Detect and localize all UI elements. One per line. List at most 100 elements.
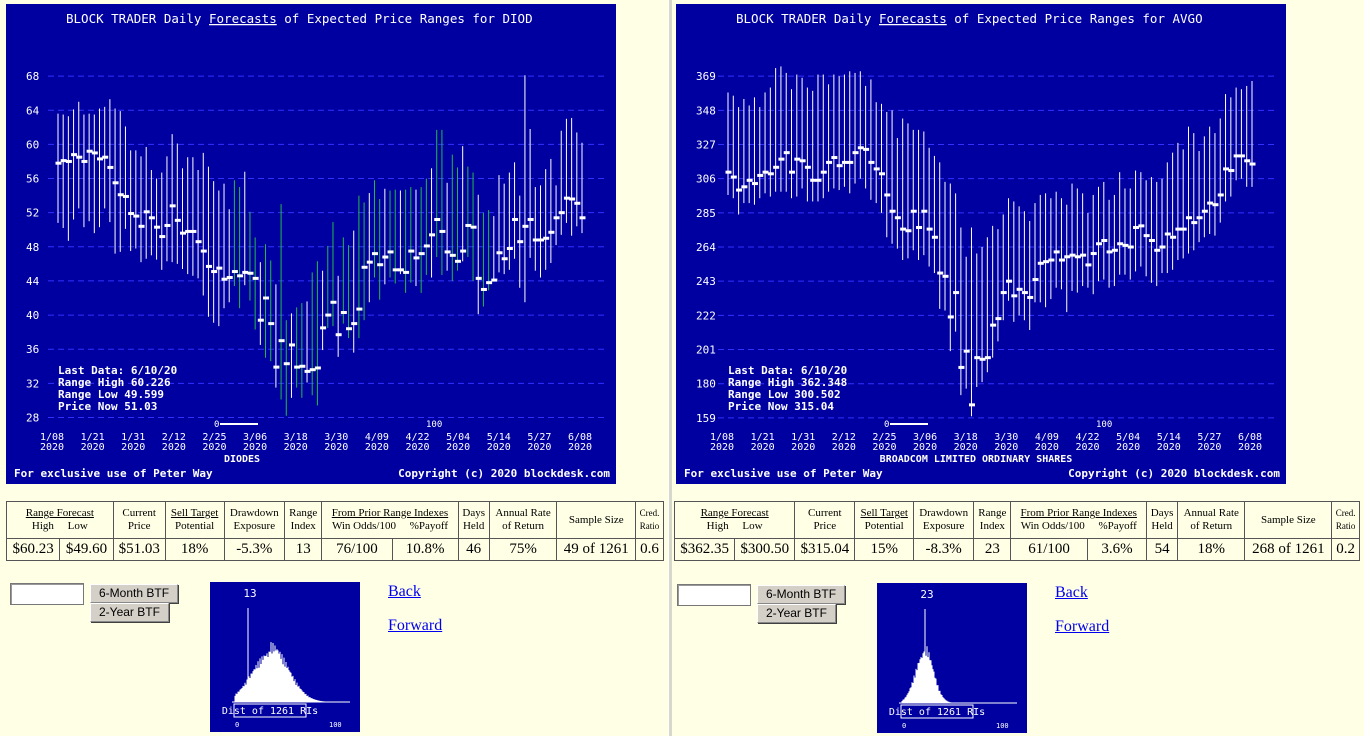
x-tick-label: 4/22 <box>405 432 429 443</box>
price-marker <box>762 170 769 174</box>
info-line: Range Low 49.599 <box>58 388 164 401</box>
cred-ratio-value: 0.6 <box>635 538 664 561</box>
x-tick-label: 3/18 <box>284 432 308 443</box>
company-name: DIODES <box>224 454 260 465</box>
range-index-value: 23 <box>973 538 1012 561</box>
range-index-value: 13 <box>284 538 323 561</box>
price-marker <box>1080 253 1087 257</box>
histogram-axis-min: 0 <box>235 721 239 729</box>
price-marker <box>1016 287 1023 291</box>
price-marker <box>990 323 997 327</box>
price-marker <box>346 327 353 331</box>
price-marker <box>263 296 270 300</box>
x-year-label: 2020 <box>1238 442 1262 453</box>
price-marker <box>65 159 72 163</box>
price-marker <box>974 356 981 360</box>
range-high-value: $362.35 <box>673 538 736 561</box>
price-marker <box>1180 227 1187 231</box>
price-marker <box>1228 169 1235 173</box>
stats-table-avgo: Range Forecast High Low Current Price Sell… <box>673 501 1360 561</box>
price-marker <box>133 214 140 218</box>
x-tick-label: 5/14 <box>1157 432 1181 443</box>
current-price-value: $315.04 <box>794 538 856 561</box>
price-marker <box>1027 295 1034 299</box>
price-marker <box>97 157 104 161</box>
price-marker <box>1223 167 1230 171</box>
drawdown-header: Drawdown Exposure <box>223 501 286 539</box>
forecasts-link[interactable]: Forecasts <box>209 11 277 26</box>
days-held-header: Days Held <box>457 501 490 539</box>
two-year-btf-button[interactable]: 2-Year BTF <box>757 604 836 623</box>
price-marker <box>905 229 912 233</box>
x-tick-label: 1/21 <box>751 432 775 443</box>
price-marker <box>86 149 93 153</box>
six-month-btf-button[interactable]: 6-Month BTF <box>757 585 846 604</box>
histogram-caption-box <box>900 704 974 719</box>
ticker-input[interactable] <box>10 583 84 605</box>
x-year-label: 2020 <box>1075 442 1099 453</box>
price-marker <box>900 227 907 231</box>
x-year-label: 2020 <box>568 442 592 453</box>
x-year-label: 2020 <box>1157 442 1181 453</box>
price-marker <box>1164 232 1171 236</box>
forward-link[interactable]: Forward <box>388 617 443 634</box>
price-marker <box>537 238 544 242</box>
price-marker <box>237 274 244 278</box>
price-marker <box>741 185 748 189</box>
price-marker <box>278 339 285 343</box>
histogram-axis-min: 0 <box>902 722 906 730</box>
price-marker <box>522 224 529 228</box>
back-link[interactable]: Back <box>1055 584 1088 601</box>
x-year-label: 2020 <box>1035 442 1059 453</box>
price-marker <box>408 249 415 253</box>
price-marker <box>836 164 843 168</box>
two-year-btf-button[interactable]: 2-Year BTF <box>90 603 169 622</box>
price-marker <box>314 366 321 370</box>
price-marker <box>1148 239 1155 243</box>
forecasts-link[interactable]: Forecasts <box>879 11 947 26</box>
y-tick-label: 159 <box>696 412 716 425</box>
x-year-label: 2020 <box>40 442 64 453</box>
ticker-input[interactable] <box>677 584 751 606</box>
drawdown-value: -8.3% <box>912 538 975 561</box>
price-marker <box>810 178 817 182</box>
price-marker <box>247 271 254 275</box>
histogram-axis-max: 100 <box>329 721 342 729</box>
info-line: Last Data: 6/10/20 <box>728 364 847 377</box>
company-name: BROADCOM LIMITED ORDINARY SHARES <box>880 454 1073 465</box>
y-tick-label: 68 <box>26 70 39 83</box>
price-marker <box>496 251 503 255</box>
price-marker <box>532 238 539 242</box>
x-tick-label: 6/08 <box>568 432 592 443</box>
y-tick-label: 60 <box>26 138 39 151</box>
sell-target-header: Sell Target Potential <box>854 501 914 539</box>
price-marker <box>852 151 859 155</box>
six-month-btf-button[interactable]: 6-Month BTF <box>90 584 179 603</box>
price-marker <box>751 182 758 186</box>
price-marker <box>804 165 811 169</box>
footer-right: Copyright (c) 2020 blockdesk.com <box>398 467 610 480</box>
back-link[interactable]: Back <box>388 583 421 600</box>
y-tick-label: 306 <box>696 173 716 186</box>
prior-range-header: From Prior Range Indexes Win Odds/100 %Pa… <box>1010 501 1148 539</box>
price-marker <box>299 364 306 368</box>
price-marker <box>185 229 192 233</box>
price-marker <box>91 151 98 155</box>
sample-size-header: Sample Size <box>1244 501 1333 539</box>
cred-ratio-header: Cred. Ratio <box>635 501 664 539</box>
x-tick-label: 4/09 <box>365 432 389 443</box>
price-marker <box>815 178 822 182</box>
forward-link[interactable]: Forward <box>1055 618 1110 635</box>
x-tick-label: 3/30 <box>324 432 348 443</box>
price-marker <box>799 159 806 163</box>
price-marker <box>1011 294 1018 298</box>
sell-target-value: 15% <box>854 538 914 561</box>
cred-ratio-header: Cred. Ratio <box>1331 501 1360 539</box>
price-marker <box>211 270 218 274</box>
x-tick-label: 5/14 <box>487 432 511 443</box>
x-tick-label: 3/18 <box>954 432 978 443</box>
price-marker <box>995 317 1002 321</box>
price-marker <box>330 300 337 304</box>
price-marker <box>226 276 233 280</box>
price-marker <box>1154 248 1161 252</box>
